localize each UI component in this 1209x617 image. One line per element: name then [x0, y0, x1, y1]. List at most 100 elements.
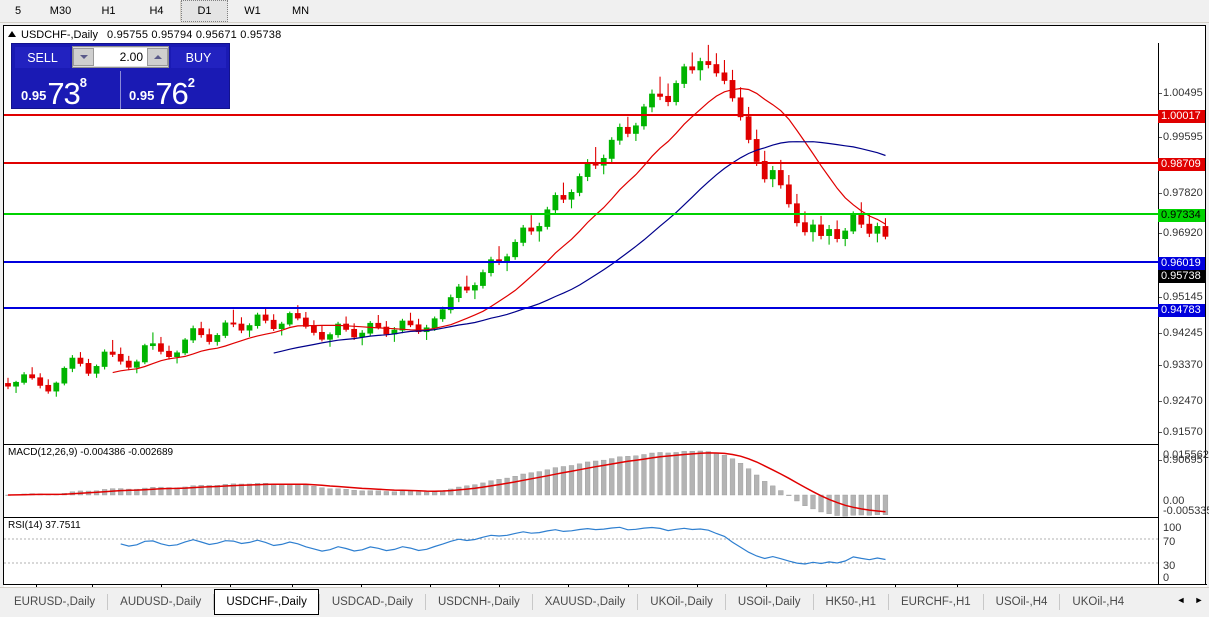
price-scale-label: 0.91570 [1163, 426, 1203, 438]
price-scale-label: 0.94245 [1163, 327, 1203, 339]
price-tick [1159, 365, 1162, 366]
symbol-tab-usoildaily[interactable]: USOil-,Daily [737, 596, 801, 608]
symbol-tabs[interactable]: EURUSD-,Daily AUDUSD-,Daily USDCHF-,Daily U… [2, 589, 1136, 615]
macd-label: MACD(12,26,9) -0.004386 -0.002689 [8, 447, 174, 458]
rsi-scale-label: 70 [1163, 536, 1176, 548]
symbol-tab-bar: EURUSD-,Daily AUDUSD-,Daily USDCHF-,Daily U… [0, 587, 1209, 617]
symbol-tab-eurchfh1[interactable]: EURCHF-,H1 [901, 596, 971, 608]
tab-divider [531, 594, 533, 610]
tab-divider [424, 594, 426, 610]
macd-chart-canvas [5, 450, 889, 517]
level-line-red[interactable] [4, 114, 1159, 116]
volume-stepper[interactable]: 2.00 [72, 46, 169, 68]
price-level-tag-black[interactable]: 0.95738 [1158, 270, 1205, 283]
tab-nav[interactable]: ◄ ► [1174, 591, 1206, 609]
sell-price-quote[interactable]: 0.95 73 8 [13, 71, 121, 109]
pane-separator-macd [4, 444, 1205, 445]
rsi-scale-label: 100 [1163, 522, 1182, 534]
tab-divider [1059, 594, 1061, 610]
price-scale-label: 0.96920 [1163, 227, 1203, 239]
price-tick [1159, 233, 1162, 234]
price-level-tag-green[interactable]: 0.97334 [1158, 209, 1205, 222]
price-scale-label: 0.95145 [1163, 291, 1203, 303]
price-tick [1159, 432, 1162, 433]
buy-price-quote[interactable]: 0.95 76 2 [121, 71, 228, 109]
price-scale-label: 0.92470 [1163, 395, 1203, 407]
price-level-tag-red[interactable]: 0.98709 [1158, 158, 1205, 171]
symbol-tab-ukoildaily[interactable]: UKOil-,Daily [650, 596, 713, 608]
symbol-tab-eurusddaily[interactable]: EURUSD-,Daily [14, 596, 96, 608]
tab-scroll-right-icon[interactable]: ► [1192, 591, 1206, 609]
price-chart-canvas[interactable] [4, 43, 1159, 444]
price-level-tag-red[interactable]: 1.00017 [1158, 110, 1205, 123]
macd-scale-label: 0.00 [1163, 495, 1185, 507]
level-line-blue[interactable] [4, 307, 1159, 309]
volume-decrease-button[interactable] [73, 48, 94, 66]
price-level-tag-blue[interactable]: 0.94783 [1158, 304, 1205, 317]
rsi-pane[interactable]: RSI(14) 37.7511 [4, 518, 1205, 584]
symbol-tab-usoilh4[interactable]: USOil-,H4 [995, 596, 1048, 608]
toolbar-divider [180, 1, 181, 21]
symbol-tab-ukoilh4[interactable]: UKOil-,H4 [1072, 596, 1125, 608]
chart-symbol-label: USDCHF-,Daily [21, 29, 98, 41]
tab-divider [318, 594, 320, 610]
rsi-label: RSI(14) 37.7511 [8, 520, 81, 531]
buy-price-prefix: 0.95 [129, 88, 155, 103]
price-scale-label: 0.93370 [1163, 359, 1203, 371]
macd-scale-label: -0.005335 [1163, 505, 1209, 517]
tab-scroll-left-icon[interactable]: ◄ [1174, 591, 1188, 609]
price-tick [1159, 193, 1162, 194]
timeframe-button-m30[interactable]: M30 [49, 5, 72, 17]
timeframe-button-h1[interactable]: H1 [101, 5, 116, 17]
oct-header: SELL 2.00 BUY [12, 44, 229, 71]
macd-scale-label: 0.015562 [1163, 449, 1209, 461]
volume-input[interactable]: 2.00 [94, 48, 147, 66]
symbol-tab-audusddaily[interactable]: AUDUSD-,Daily [120, 596, 202, 608]
oct-quotes: 0.95 73 8 0.95 76 2 [12, 71, 229, 109]
macd-pane[interactable]: MACD(12,26,9) -0.004386 -0.002689 [4, 445, 1205, 517]
price-scale-label: 0.99595 [1163, 131, 1203, 143]
chart-title-bar: USDCHF-,Daily 0.95755 0.95794 0.95671 0.… [8, 28, 281, 42]
symbol-tab-hk50h1[interactable]: HK50-,H1 [825, 596, 877, 608]
sell-price-main: 73 [47, 76, 80, 111]
tab-divider [888, 594, 890, 610]
tab-divider [982, 594, 984, 610]
chart-ohlc-values: 0.95755 0.95794 0.95671 0.95738 [107, 29, 282, 41]
tab-divider [812, 594, 814, 610]
rsi-chart-canvas [4, 526, 1159, 565]
price-pane[interactable] [4, 43, 1205, 444]
price-tick [1159, 460, 1162, 461]
pane-separator-rsi [4, 517, 1205, 518]
chart-window[interactable]: USDCHF-,Daily 0.95755 0.95794 0.95671 0.… [3, 25, 1209, 603]
level-line-red[interactable] [4, 162, 1159, 164]
timeframe-button-5[interactable]: 5 [14, 5, 22, 17]
timeframe-button-h4[interactable]: H4 [149, 5, 164, 17]
symbol-tab-usdchfdaily[interactable]: USDCHF-,Daily [214, 589, 319, 615]
level-line-green[interactable] [4, 213, 1159, 215]
symbol-tab-xauusddaily[interactable]: XAUUSD-,Daily [544, 596, 626, 608]
timeframe-button-w1[interactable]: W1 [244, 5, 261, 17]
one-click-trading-panel[interactable]: SELL 2.00 BUY 0.95 73 8 [11, 43, 230, 109]
buy-button[interactable]: BUY [171, 47, 226, 68]
price-scale-label: 1.00495 [1163, 87, 1203, 99]
price-level-tag-blue[interactable]: 0.96019 [1158, 257, 1205, 270]
symbol-tab-usdcaddaily[interactable]: USDCAD-,Daily [331, 596, 413, 608]
price-tick [1159, 401, 1162, 402]
collapse-triangle-icon[interactable] [8, 31, 16, 37]
timeframe-buttons[interactable]: 5 M30 H1 H4 D1 W1 MN [0, 0, 325, 22]
sell-button[interactable]: SELL [15, 47, 70, 68]
volume-increase-button[interactable] [147, 48, 168, 66]
tab-divider [637, 594, 639, 610]
price-tick [1159, 93, 1162, 94]
timeframe-toolbar: 5 M30 H1 H4 D1 W1 MN [0, 0, 1209, 23]
timeframe-button-d1[interactable]: D1 [181, 0, 228, 22]
price-scale-label: 0.90695 [1163, 454, 1203, 466]
rsi-scale-label: 0 [1163, 572, 1170, 584]
price-scale[interactable]: 1.00495 0.99595 0.97820 0.96920 0.95145 0.942… [1158, 43, 1209, 584]
symbol-tab-usdcnhdaily[interactable]: USDCNH-,Daily [437, 596, 520, 608]
level-line-blue[interactable] [4, 261, 1159, 263]
timeframe-button-mn[interactable]: MN [291, 5, 310, 17]
price-tick [1159, 297, 1162, 298]
price-tick [1159, 137, 1162, 138]
